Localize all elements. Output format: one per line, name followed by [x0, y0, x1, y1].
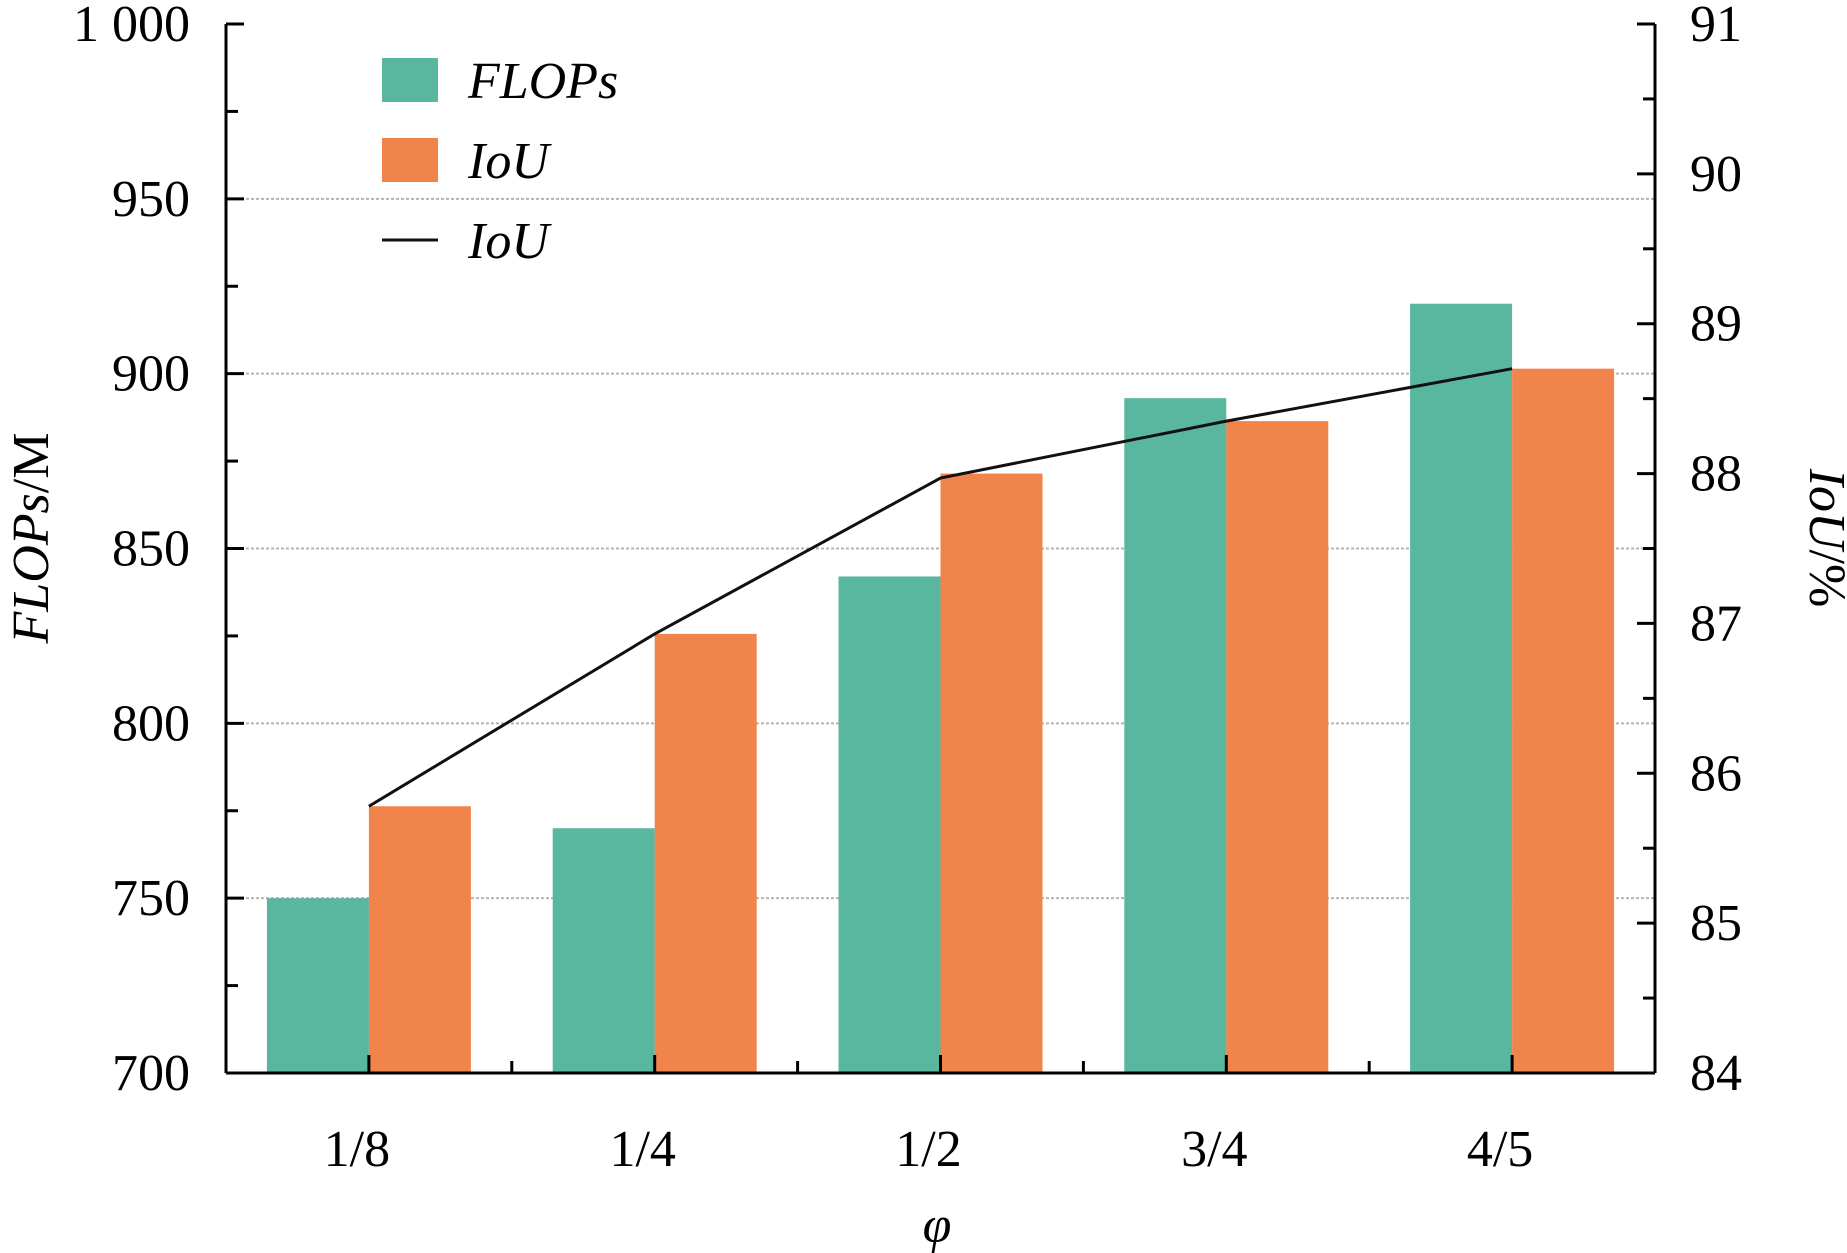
bar-flops — [1410, 303, 1513, 1073]
bar-iou — [940, 473, 1043, 1074]
y-left-tick-label: 900 — [112, 346, 190, 403]
bar-flops — [838, 576, 941, 1073]
legend: FLOPs IoU IoU — [382, 53, 618, 270]
y-axis-left-title: FLOPs/M — [3, 433, 60, 645]
y-axis-left-title-unit: /M — [3, 433, 60, 494]
bar-iou — [1512, 368, 1615, 1074]
y-axis-right-title-unit: /% — [1798, 550, 1847, 608]
y-left-tick-label: 800 — [112, 695, 190, 752]
axis-titles: φ FLOPs/M IoU/% — [3, 433, 1847, 1253]
axes: 700 750 800 850 900 950 1 000 84 85 86 87 88 89 90 91 1… — [73, 0, 1742, 1178]
y-right-tick-label: 88 — [1690, 446, 1742, 503]
legend-swatch — [382, 138, 438, 182]
x-axis-title: φ — [923, 1197, 952, 1253]
bar-iou — [1226, 421, 1329, 1073]
y-axis-right-title-italic: IoU — [1798, 468, 1847, 553]
bar-iou — [368, 806, 471, 1073]
x-tick-label: 1/4 — [609, 1121, 675, 1178]
y-axis-right-title: IoU/% — [1798, 468, 1847, 608]
y-axis-left-title-italic: FLOPs — [3, 493, 60, 644]
x-tick-label: 4/5 — [1467, 1121, 1533, 1178]
x-tick-label: 1/2 — [895, 1121, 961, 1178]
y-left-tick-label: 1 000 — [73, 0, 190, 53]
y-left-tick-label: 950 — [112, 171, 190, 228]
legend-swatch — [382, 58, 438, 102]
legend-label: IoU — [467, 133, 552, 190]
bars — [266, 303, 1615, 1074]
y-right-tick-label: 84 — [1690, 1045, 1742, 1102]
bar-flops — [1124, 398, 1227, 1074]
y-right-tick-label: 87 — [1690, 595, 1742, 652]
y-left-tick-label: 850 — [112, 521, 190, 578]
y-right-tick-label: 85 — [1690, 895, 1742, 952]
y-right-tick-label: 90 — [1690, 146, 1742, 203]
bar-flops — [552, 828, 655, 1073]
legend-label: FLOPs — [467, 53, 618, 110]
bar-flops — [266, 898, 369, 1073]
y-right-tick-label: 86 — [1690, 745, 1742, 802]
y-right-tick-label: 89 — [1690, 296, 1742, 353]
iou-line — [368, 367, 1513, 808]
x-tick-label: 3/4 — [1181, 1121, 1247, 1178]
legend-label: IoU — [467, 213, 552, 270]
y-right-tick-label: 91 — [1690, 0, 1742, 53]
y-left-tick-label: 750 — [112, 870, 190, 927]
iou-line-series — [368, 367, 1513, 808]
bar-iou — [654, 633, 757, 1073]
x-tick-label: 1/8 — [324, 1121, 390, 1178]
y-left-tick-label: 700 — [112, 1045, 190, 1102]
